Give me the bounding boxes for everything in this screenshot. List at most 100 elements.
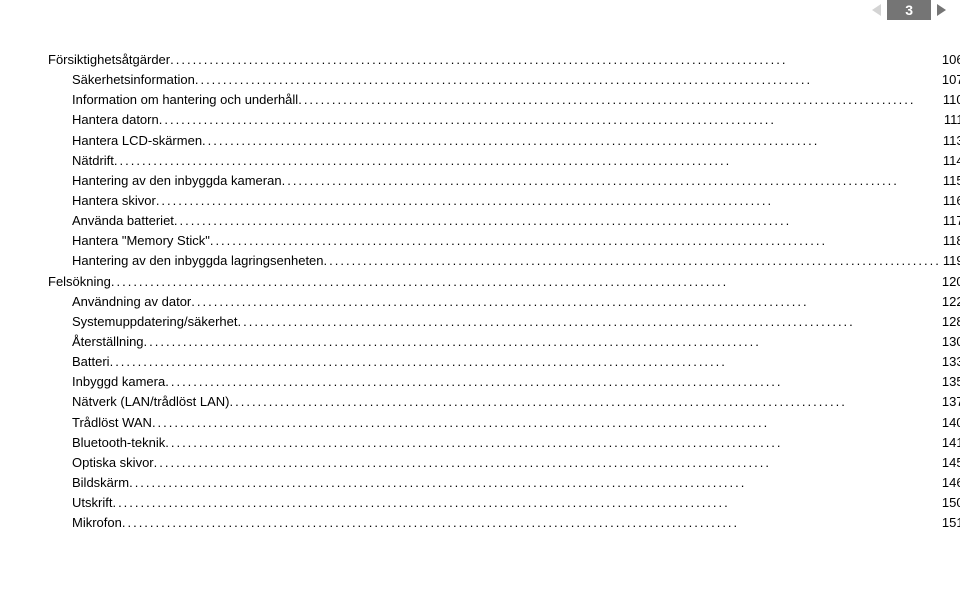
toc-entry-page: 113	[941, 131, 960, 151]
toc-entry[interactable]: Utskrift 150	[48, 493, 960, 513]
toc-entry-label: Batteri	[72, 352, 110, 372]
toc-column-left: Försiktighetsåtgärder106Säkerhetsinforma…	[48, 50, 960, 533]
toc-leader-dots	[165, 433, 940, 453]
toc-entry-label: Använda batteriet	[72, 211, 174, 231]
toc-entry-label: Hantera LCD-skärmen	[72, 131, 202, 151]
toc-entry-page: 145	[940, 453, 960, 473]
toc-entry-page: 140	[940, 413, 960, 433]
toc-entry[interactable]: Nätdrift 114	[48, 151, 960, 171]
toc-entry-page: 137	[940, 392, 960, 412]
toc-entry[interactable]: Hantera LCD-skärmen 113	[48, 131, 960, 151]
toc-entry-label: Nätdrift	[72, 151, 114, 171]
toc-columns: Försiktighetsåtgärder106Säkerhetsinforma…	[48, 50, 912, 533]
toc-entry[interactable]: Systemuppdatering/säkerhet 128	[48, 312, 960, 332]
toc-entry-page: 106	[940, 50, 960, 70]
toc-entry[interactable]: Information om hantering och underhåll 11…	[48, 90, 960, 110]
toc-entry[interactable]: Mikrofon 151	[48, 513, 960, 533]
toc-entry[interactable]: Batteri 133	[48, 352, 960, 372]
toc-entry[interactable]: Hantering av den inbyggda lagringsenhete…	[48, 251, 960, 271]
toc-entry-label: Felsökning	[48, 272, 111, 292]
toc-entry[interactable]: Säkerhetsinformation 107	[48, 70, 960, 90]
toc-leader-dots	[129, 473, 940, 493]
toc-entry-label: Försiktighetsåtgärder	[48, 50, 170, 70]
toc-leader-dots	[237, 312, 939, 332]
toc-entry-label: Utskrift	[72, 493, 112, 513]
toc-leader-dots	[202, 131, 941, 151]
toc-entry-label: Optiska skivor	[72, 453, 154, 473]
toc-leader-dots	[110, 352, 940, 372]
toc-entry[interactable]: Felsökning 120	[48, 272, 960, 292]
toc-entry-page: 128	[940, 312, 960, 332]
toc-entry-page: 150	[940, 493, 960, 513]
toc-entry[interactable]: Hantera datorn 111	[48, 110, 960, 130]
toc-entry[interactable]: Bildskärm 146	[48, 473, 960, 493]
toc-entry[interactable]: Hantering av den inbyggda kameran 115	[48, 171, 960, 191]
toc-leader-dots	[159, 110, 942, 130]
toc-entry-page: 114	[941, 151, 960, 171]
toc-leader-dots	[152, 413, 940, 433]
toc-entry[interactable]: Optiska skivor 145	[48, 453, 960, 473]
toc-entry[interactable]: Hantera skivor116	[48, 191, 960, 211]
toc-entry-label: Hantera "Memory Stick"	[72, 231, 210, 251]
toc-leader-dots	[154, 453, 940, 473]
toc-entry[interactable]: Nätverk (LAN/trådlöst LAN) 137	[48, 392, 960, 412]
toc-entry-label: Hantera datorn	[72, 110, 159, 130]
toc-entry[interactable]: Återställning130	[48, 332, 960, 352]
toc-leader-dots	[122, 513, 940, 533]
toc-leader-dots	[230, 392, 940, 412]
toc-leader-dots	[156, 191, 941, 211]
toc-entry-label: Bildskärm	[72, 473, 129, 493]
toc-entry-label: Hantering av den inbyggda lagringsenhete…	[72, 251, 324, 271]
toc-entry-page: 133	[940, 352, 960, 372]
toc-leader-dots	[111, 272, 940, 292]
page-number: 3	[887, 0, 931, 20]
toc-leader-dots	[210, 231, 941, 251]
page-number-nav: 3	[872, 0, 960, 20]
toc-leader-dots	[324, 251, 941, 271]
toc-entry-page: 119	[941, 251, 960, 271]
toc-leader-dots	[282, 171, 941, 191]
toc-entry-label: Mikrofon	[72, 513, 122, 533]
toc-entry-label: Användning av dator	[72, 292, 191, 312]
toc-entry-label: Inbyggd kamera	[72, 372, 165, 392]
toc-leader-dots	[174, 211, 941, 231]
toc-leader-dots	[195, 70, 940, 90]
toc-leader-dots	[165, 372, 940, 392]
toc-entry-page: 141	[940, 433, 960, 453]
toc-entry-label: Hantering av den inbyggda kameran	[72, 171, 282, 191]
toc-entry-label: Nätverk (LAN/trådlöst LAN)	[72, 392, 230, 412]
toc-leader-dots	[114, 151, 941, 171]
toc-entry[interactable]: Hantera "Memory Stick" 118	[48, 231, 960, 251]
toc-entry-page: 107	[940, 70, 960, 90]
toc-entry-page: 122	[940, 292, 960, 312]
toc-entry-page: 117	[941, 211, 960, 231]
toc-entry-page: 116	[941, 191, 960, 211]
toc-entry-label: Systemuppdatering/säkerhet	[72, 312, 237, 332]
toc-entry-page: 110	[941, 90, 960, 110]
toc-entry-label: Information om hantering och underhåll	[72, 90, 298, 110]
toc-leader-dots	[298, 90, 941, 110]
toc-leader-dots	[144, 332, 940, 352]
toc-entry-page: 146	[940, 473, 960, 493]
toc-entry-page: 120	[940, 272, 960, 292]
toc-entry-page: 135	[940, 372, 960, 392]
toc-entry-label: Säkerhetsinformation	[72, 70, 195, 90]
prev-page-icon[interactable]	[872, 4, 881, 16]
toc-entry-page: 118	[941, 231, 960, 251]
toc-entry[interactable]: Använda batteriet 117	[48, 211, 960, 231]
toc-entry-page: 111	[942, 110, 960, 130]
toc-leader-dots	[112, 493, 939, 513]
toc-entry[interactable]: Bluetooth-teknik 141	[48, 433, 960, 453]
toc-entry-label: Bluetooth-teknik	[72, 433, 165, 453]
page: 3 Försiktighetsåtgärder106Säkerhetsinfor…	[0, 0, 960, 598]
toc-entry[interactable]: Användning av dator 122	[48, 292, 960, 312]
toc-entry-label: Trådlöst WAN	[72, 413, 152, 433]
next-page-icon[interactable]	[937, 4, 946, 16]
toc-entry[interactable]: Inbyggd kamera 135	[48, 372, 960, 392]
toc-leader-dots	[170, 50, 940, 70]
toc-entry[interactable]: Försiktighetsåtgärder 106	[48, 50, 960, 70]
toc-entry-page: 151	[940, 513, 960, 533]
toc-entry-page: 130	[940, 332, 960, 352]
toc-entry[interactable]: Trådlöst WAN 140	[48, 413, 960, 433]
toc-entry-page: 115	[941, 171, 960, 191]
